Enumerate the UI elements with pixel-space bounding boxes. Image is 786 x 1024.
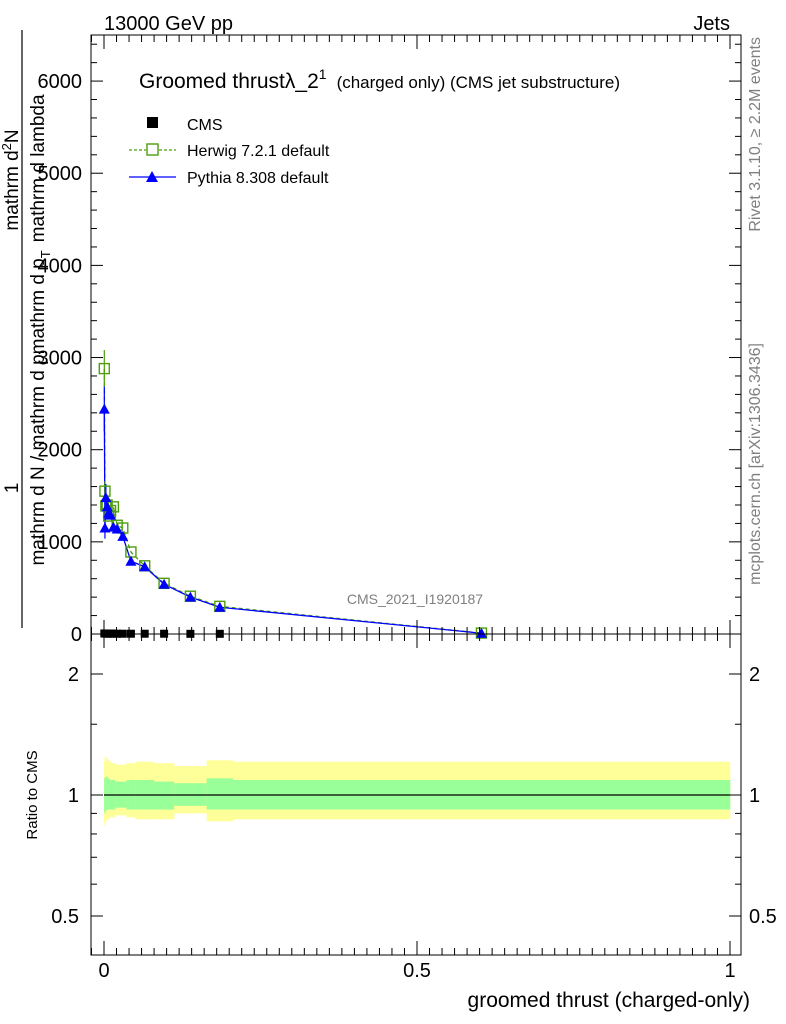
analysis-id: CMS_2021_I1920187	[347, 591, 483, 607]
header-right: Jets	[693, 13, 730, 35]
pythia-point	[139, 561, 151, 572]
pythia-point	[214, 601, 226, 612]
pythia-point	[125, 555, 137, 566]
ylabel-denominator: mathrm d N / mathrm d pmathrm d pTmathrm…	[28, 94, 53, 565]
ratio-uncertainty-band	[104, 756, 731, 826]
ratio-tick-label-right: 0.5	[749, 906, 777, 928]
y-tick-label: 0	[71, 624, 82, 646]
main-y-axis-label: 1 mathrm d2N mathrm d N / mathrm d pmath…	[0, 30, 53, 628]
chart-title: Groomed thrustλ_21 (charged only) (CMS je…	[139, 66, 620, 93]
ratio-tick-label-right: 1	[749, 785, 760, 807]
x-tick-label: 1	[724, 960, 735, 982]
legend-herwig-label: Herwig 7.2.1 default	[187, 143, 330, 160]
band-inner-segment	[107, 778, 110, 810]
ratio-tick-label-left: 0.5	[51, 906, 79, 928]
ylabel-one: 1	[2, 483, 23, 494]
pythia-point	[98, 403, 110, 414]
ratio-tick-label-left: 2	[68, 664, 79, 686]
main-x-ticks	[90, 35, 731, 634]
main-panel: 0 1000 2000 3000 4000 5000 6000	[38, 34, 742, 646]
legend-cms-label: CMS	[187, 117, 223, 134]
pythia-point	[100, 492, 112, 503]
pythia-point	[158, 578, 170, 589]
legend-herwig-marker	[146, 143, 159, 156]
rivet-label: Rivet 3.1.10, ≥ 2.2M events	[747, 37, 764, 232]
header-left: 13000 GeV pp	[104, 13, 233, 35]
ratio-x-axis: 0 0.5 1	[90, 634, 736, 982]
band-inner-segment	[206, 778, 234, 810]
band-inner-segment	[104, 778, 105, 814]
legend: CMS Herwig 7.2.1 default Pythia 8.308 de…	[129, 117, 330, 187]
pythia-point	[111, 523, 123, 534]
pythia-point	[475, 627, 487, 638]
y-tick-label: 5000	[38, 163, 83, 185]
mcplots-label: mcplots.cern.ch [arXiv:1306.3436]	[747, 343, 764, 585]
x-axis-label: groomed thrust (charged-only)	[468, 989, 750, 1012]
band-inner-segment	[105, 776, 107, 812]
x-tick-label: 0	[98, 960, 109, 982]
pythia-point	[101, 501, 113, 512]
legend-pythia-marker	[146, 171, 158, 182]
ratio-tick-label-right: 2	[749, 664, 760, 686]
ratio-y-axis: 0.5 0.5 1 1 2 2	[51, 664, 777, 928]
ratio-tick-label-left: 1	[68, 785, 79, 807]
legend-cms-marker	[147, 117, 158, 128]
main-y-axis: 0 1000 2000 3000 4000 5000 6000	[38, 43, 741, 646]
ratio-panel: 0.5 0.51 12 2 0 0.5 1	[51, 633, 777, 982]
herwig-point	[98, 362, 111, 375]
band-inner-segment	[106, 776, 109, 810]
pythia-point	[117, 530, 129, 541]
y-tick-label: 4000	[38, 255, 83, 277]
legend-pythia-label: Pythia 8.308 default	[187, 170, 329, 187]
y-tick-label: 2000	[38, 440, 83, 462]
ratio-y-axis-label: Ratio to CMS	[24, 750, 41, 839]
pythia-point	[184, 591, 196, 602]
y-tick-label: 3000	[38, 348, 83, 370]
y-tick-label: 6000	[38, 71, 83, 93]
x-tick-label: 0.5	[403, 960, 431, 982]
ylabel-numerator: mathrm d2N	[0, 129, 23, 230]
pythia-point	[99, 522, 111, 533]
y-tick-label: 1000	[38, 532, 83, 554]
pythia-point	[105, 509, 117, 520]
herwig-line	[103, 368, 482, 634]
